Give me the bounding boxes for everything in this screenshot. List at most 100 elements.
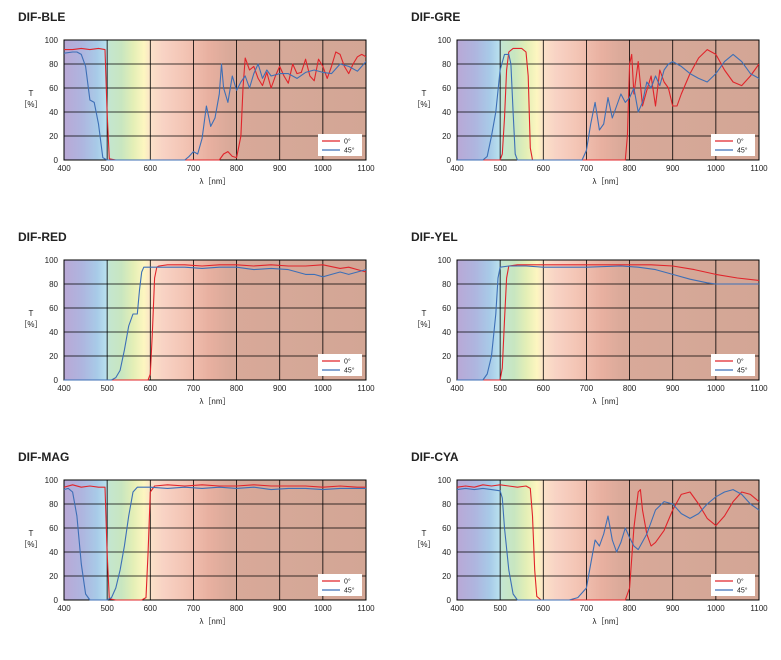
chart-panel-cya: DIF-CYA 400 500 600 700 800 900 1000 1100 0 20 40 6…	[411, 450, 781, 660]
y-tick-label: 80	[49, 280, 58, 289]
x-axis-label: λ［nm］	[592, 617, 623, 626]
chart-title: DIF-CYA	[411, 450, 459, 464]
x-tick-label: 700	[580, 604, 594, 613]
y-axis-unit: ［%］	[19, 320, 42, 329]
legend-box	[711, 354, 755, 376]
x-tick-label: 1000	[314, 604, 332, 613]
series-line-0deg	[457, 47, 759, 161]
series-line-45deg	[457, 487, 759, 601]
y-tick-label: 0	[54, 376, 59, 385]
y-tick-label: 100	[438, 476, 452, 485]
x-tick-label: 500	[493, 164, 507, 173]
series-line-0deg	[64, 484, 366, 601]
y-tick-label: 40	[442, 548, 451, 557]
y-tick-label: 60	[442, 84, 451, 93]
x-tick-label: 800	[230, 384, 244, 393]
legend-label: 0°	[737, 358, 744, 366]
y-tick-label: 40	[49, 328, 58, 337]
x-tick-label: 600	[537, 164, 551, 173]
y-tick-label: 60	[442, 524, 451, 533]
legend-box	[711, 574, 755, 596]
x-axis-label: λ［nm］	[592, 177, 623, 186]
x-tick-label: 900	[273, 164, 287, 173]
x-tick-label: 700	[187, 384, 201, 393]
legend-box	[318, 354, 362, 376]
y-axis-unit: ［%］	[19, 540, 42, 549]
y-axis-label: T	[422, 529, 427, 538]
x-tick-label: 600	[537, 604, 551, 613]
series-line-0deg	[457, 264, 759, 381]
x-tick-label: 800	[230, 604, 244, 613]
y-axis-unit: ［%］	[412, 320, 435, 329]
x-tick-label: 1000	[314, 384, 332, 393]
x-tick-label: 800	[623, 604, 637, 613]
x-tick-label: 900	[666, 604, 680, 613]
y-tick-label: 20	[49, 132, 58, 141]
x-tick-label: 700	[580, 384, 594, 393]
y-tick-label: 0	[447, 596, 452, 605]
legend-label: 0°	[344, 138, 351, 146]
legend-label: 0°	[344, 578, 351, 586]
y-axis-label: T	[422, 309, 427, 318]
series-line-45deg	[457, 265, 759, 381]
legend-box	[318, 134, 362, 156]
chart-yel: 400 500 600 700 800 900 1000 1100 0 20 40 60 80 100 λ［…	[412, 256, 768, 406]
chart-title: DIF-GRE	[411, 10, 461, 24]
y-tick-label: 80	[49, 60, 58, 69]
x-tick-label: 1100	[357, 384, 375, 393]
y-tick-label: 60	[49, 84, 58, 93]
x-tick-label: 1100	[750, 164, 768, 173]
x-tick-label: 900	[273, 384, 287, 393]
chart-ble: 400 500 600 700 800 900 1000 1100 0 20 40 60 80 100 λ［…	[19, 36, 375, 186]
x-tick-label: 600	[144, 604, 158, 613]
legend-label: 45°	[737, 587, 748, 595]
series-line-0deg	[457, 484, 759, 601]
y-tick-label: 80	[442, 60, 451, 69]
y-tick-label: 60	[49, 304, 58, 313]
series-line-45deg	[64, 51, 366, 161]
x-tick-label: 400	[57, 384, 71, 393]
chart-title: DIF-BLE	[18, 10, 66, 24]
x-tick-label: 500	[493, 604, 507, 613]
x-tick-label: 800	[623, 164, 637, 173]
x-tick-label: 400	[450, 384, 464, 393]
x-tick-label: 600	[537, 384, 551, 393]
y-axis-unit: ［%］	[412, 540, 435, 549]
x-tick-label: 1000	[314, 164, 332, 173]
series-line-45deg	[457, 53, 759, 161]
legend-label: 45°	[737, 367, 748, 375]
y-tick-label: 100	[438, 36, 452, 45]
y-axis-label: T	[29, 529, 34, 538]
x-tick-label: 1000	[707, 164, 725, 173]
y-tick-label: 20	[442, 132, 451, 141]
chart-panel-red: DIF-RED 400 500 600 700 800 900 1000 1100 0 20 40 6…	[18, 230, 393, 440]
y-tick-label: 100	[45, 476, 59, 485]
x-tick-label: 600	[144, 384, 158, 393]
y-axis-label: T	[29, 309, 34, 318]
legend-label: 0°	[737, 578, 744, 586]
x-tick-label: 1100	[750, 384, 768, 393]
legend-label: 45°	[344, 147, 355, 155]
x-tick-label: 400	[450, 164, 464, 173]
y-tick-label: 0	[54, 156, 59, 165]
x-axis-label: λ［nm］	[592, 397, 623, 406]
y-tick-label: 20	[49, 352, 58, 361]
chart-panel-mag: DIF-MAG 400 500 600 700 800 900 1000 1100 0 20 40 6…	[18, 450, 393, 660]
x-tick-label: 1000	[707, 384, 725, 393]
y-axis-label: T	[29, 89, 34, 98]
legend-box	[711, 134, 755, 156]
x-axis-label: λ［nm］	[199, 617, 230, 626]
y-tick-label: 100	[45, 256, 59, 265]
x-tick-label: 1100	[750, 604, 768, 613]
y-tick-label: 100	[45, 36, 59, 45]
legend-label: 45°	[344, 587, 355, 595]
x-tick-label: 700	[187, 164, 201, 173]
chart-panel-yel: DIF-YEL 400 500 600 700 800 900 1000 1100 0 20 40 6…	[411, 230, 781, 440]
legend-label: 45°	[344, 367, 355, 375]
y-tick-label: 60	[49, 524, 58, 533]
x-tick-label: 800	[230, 164, 244, 173]
y-tick-label: 80	[49, 500, 58, 509]
x-tick-label: 900	[666, 384, 680, 393]
x-tick-label: 900	[273, 604, 287, 613]
y-tick-label: 80	[442, 500, 451, 509]
